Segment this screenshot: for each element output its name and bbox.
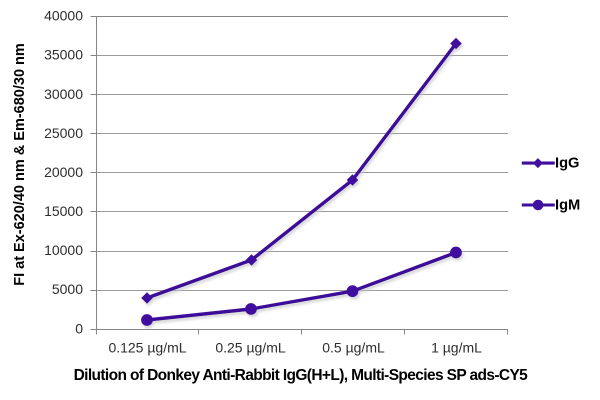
- svg-text:0.125 µg/mL: 0.125 µg/mL: [108, 340, 186, 356]
- svg-text:10000: 10000: [44, 242, 83, 258]
- svg-text:40000: 40000: [44, 8, 83, 24]
- svg-text:FI at Ex-620/40 nm & Em-680/30: FI at Ex-620/40 nm & Em-680/30 nm: [12, 43, 28, 286]
- svg-text:20000: 20000: [44, 164, 83, 180]
- svg-text:35000: 35000: [44, 47, 83, 63]
- svg-text:1 µg/mL: 1 µg/mL: [431, 340, 482, 356]
- svg-text:IgM: IgM: [555, 198, 580, 214]
- svg-text:0: 0: [75, 320, 83, 336]
- svg-text:15000: 15000: [44, 203, 83, 219]
- svg-text:25000: 25000: [44, 125, 83, 141]
- svg-text:30000: 30000: [44, 86, 83, 102]
- svg-text:0.25 µg/mL: 0.25 µg/mL: [215, 340, 286, 356]
- svg-text:IgG: IgG: [555, 156, 579, 172]
- svg-text:Dilution of Donkey Anti-Rabbit: Dilution of Donkey Anti-Rabbit IgG(H+L),…: [74, 367, 529, 384]
- svg-text:0.5 µg/mL: 0.5 µg/mL: [322, 340, 385, 356]
- svg-text:5000: 5000: [52, 281, 83, 297]
